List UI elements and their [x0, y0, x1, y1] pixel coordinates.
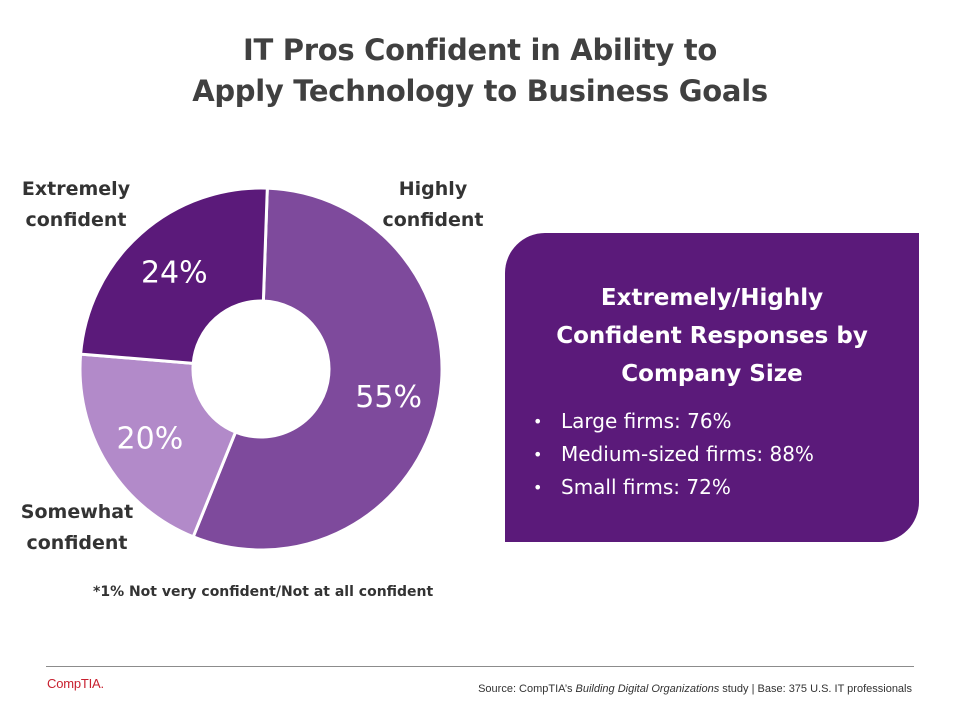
panel-title-line-3: Company Size [621, 361, 803, 387]
source-note: Source: CompTIA’s Building Digital Organ… [478, 683, 912, 695]
label-somewhat-line-2: confident [26, 532, 128, 554]
label-extremely-line-2: confident [25, 209, 127, 231]
panel-item-medium: Medium-sized firms: 88% [561, 442, 814, 466]
panel-list: • Large firms: 76% • Medium-sized firms: 8… [505, 405, 919, 504]
donut-slice-highly [191, 186, 444, 552]
chart-title: IT Pros Confident in Ability to Apply Te… [0, 30, 960, 112]
company-size-panel: Extremely/Highly Confident Responses by … [505, 233, 919, 542]
panel-list-item: • Medium-sized firms: 88% [533, 438, 919, 471]
panel-list-item: • Small firms: 72% [533, 471, 919, 504]
bullet-icon: • [533, 478, 543, 497]
label-highly-confident: Highly confident [376, 174, 490, 236]
donut-slice-somewhat [78, 352, 238, 539]
donut-value-label-extremely: 24% [141, 255, 208, 290]
panel-item-small: Small firms: 72% [561, 475, 731, 499]
source-suffix: study | Base: 375 U.S. IT professionals [719, 683, 912, 695]
chart-title-line-2: Apply Technology to Business Goals [192, 74, 768, 108]
footnote: *1% Not very confident/Not at all confid… [93, 584, 434, 600]
label-highly-line-2: confident [382, 209, 484, 231]
panel-title: Extremely/Highly Confident Responses by … [505, 279, 919, 393]
bullet-icon: • [533, 412, 543, 431]
label-extremely-line-1: Extremely [21, 178, 131, 200]
donut-value-label-highly: 55% [355, 380, 422, 415]
comptia-logo: CompTIA. [47, 676, 104, 691]
panel-item-large: Large firms: 76% [561, 409, 732, 433]
source-prefix: Source: CompTIA’s [478, 683, 576, 695]
donut-value-label-somewhat: 20% [117, 421, 184, 456]
panel-title-line-1: Extremely/Highly [600, 285, 824, 311]
label-highly-line-1: Highly [398, 178, 468, 200]
label-extremely-confident: Extremely confident [14, 174, 138, 236]
label-somewhat-line-1: Somewhat [20, 501, 134, 523]
donut-chart: 55% 20% 24% [78, 186, 444, 552]
bullet-icon: • [533, 445, 543, 464]
label-somewhat-confident: Somewhat confident [12, 497, 142, 559]
panel-title-line-2: Confident Responses by [556, 323, 868, 349]
footer-divider [46, 666, 914, 667]
source-study: Building Digital Organizations [575, 683, 720, 695]
chart-title-line-1: IT Pros Confident in Ability to [242, 33, 717, 67]
panel-list-item: • Large firms: 76% [533, 405, 919, 438]
donut-slice-extremely [78, 186, 269, 366]
